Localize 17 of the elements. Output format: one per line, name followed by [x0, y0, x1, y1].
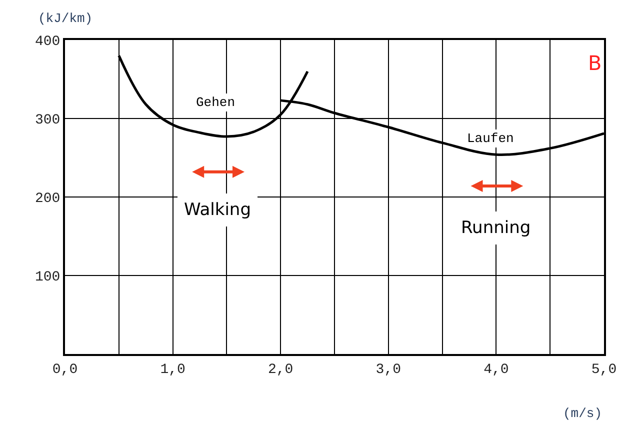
annotation: Gehen	[196, 95, 236, 110]
x-axis-title: (m/s)	[563, 406, 602, 421]
annotation: Walking	[184, 200, 251, 220]
annotation: B	[588, 51, 602, 75]
x-tick-label: 0,0	[52, 362, 78, 378]
x-tick-label: 3,0	[376, 362, 402, 378]
x-tick-label: 1,0	[160, 362, 186, 378]
annotation: Laufen	[467, 131, 514, 146]
y-axis-title: (kJ/km)	[38, 11, 93, 26]
x-tick-label: 4,0	[484, 362, 509, 378]
y-tick-label: 400	[34, 34, 60, 50]
x-tick-label: 2,0	[268, 362, 294, 378]
annotation: Running	[461, 218, 531, 238]
y-tick-label: 100	[34, 269, 60, 286]
y-tick-label: 200	[34, 190, 60, 207]
y-tick-label: 300	[34, 112, 60, 128]
x-tick-label: 5,0	[591, 362, 617, 378]
